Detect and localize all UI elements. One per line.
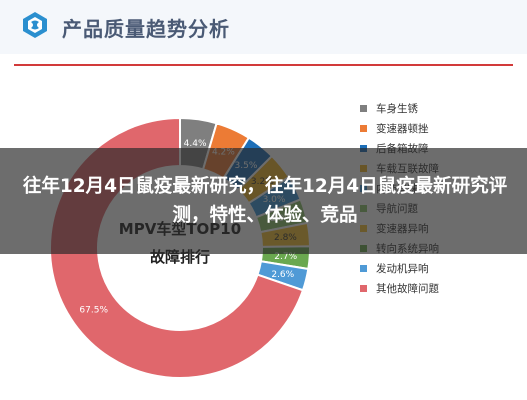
slice-label-7: 2.7% (274, 252, 297, 262)
headline-banner (0, 148, 527, 254)
legend-item-8: 发动机异响 (360, 258, 520, 278)
legend-swatch (360, 264, 367, 272)
legend-item-1: 变速器顿挫 (360, 118, 520, 138)
legend-label: 变速器顿挫 (376, 122, 429, 135)
page-title: 产品质量趋势分析 (62, 17, 230, 41)
legend-swatch (360, 284, 367, 292)
slice-label-0: 4.4% (184, 139, 207, 149)
headline-text: 往年12月4日鼠疫最新研究，往年12月4日鼠疫最新研究评测，特性、体验、竞品 (22, 176, 508, 226)
slice-label-8: 2.6% (271, 270, 294, 280)
legend-label: 其他故障问题 (376, 282, 439, 295)
legend-label: 发动机异响 (376, 262, 429, 275)
brand-logo-icon (23, 12, 47, 38)
legend-swatch (360, 104, 367, 112)
title-divider (14, 64, 513, 66)
legend-item-0: 车身生锈 (360, 98, 520, 118)
slice-label-9: 67.5% (79, 306, 108, 316)
legend-label: 车身生锈 (376, 102, 418, 115)
legend-item-9: 其他故障问题 (360, 278, 520, 298)
header-bar: 产品质量趋势分析 (0, 0, 527, 54)
legend-swatch (360, 124, 367, 132)
